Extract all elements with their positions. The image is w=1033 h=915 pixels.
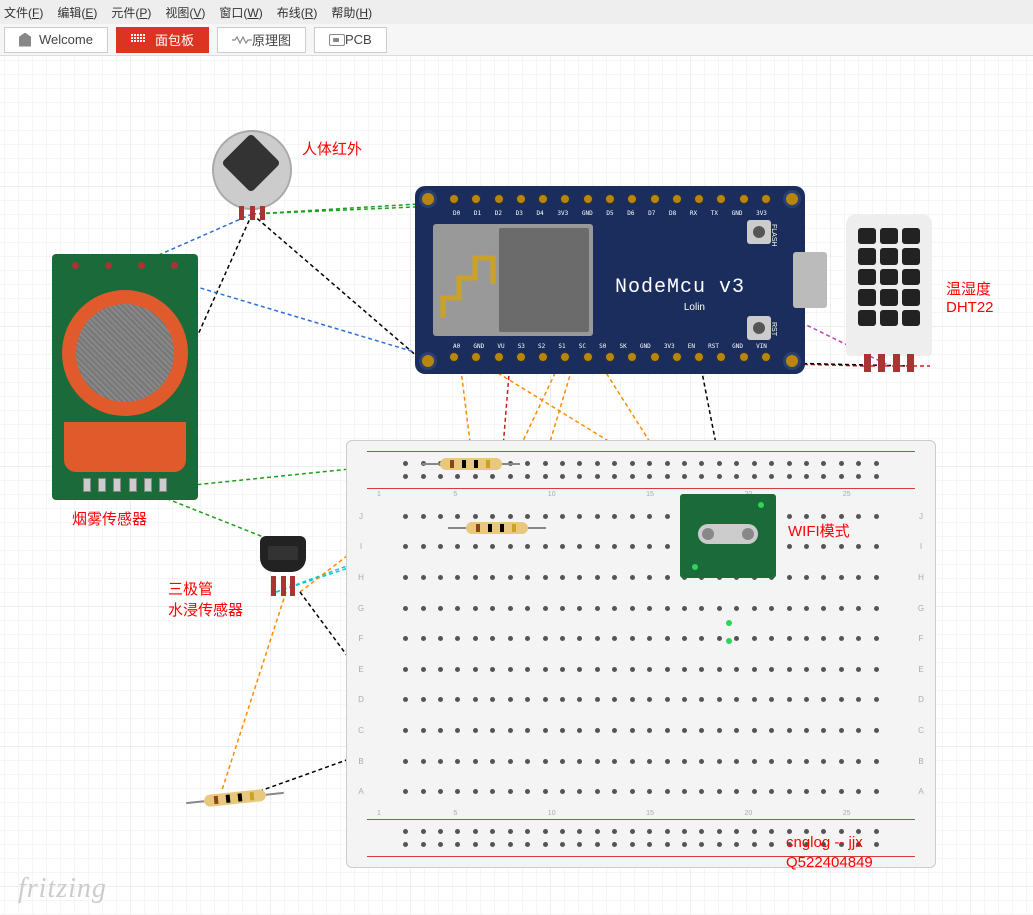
tab-pcb[interactable]: PCB (314, 27, 387, 53)
breadboard-icon (131, 34, 147, 46)
mq-smoke-sensor[interactable] (52, 254, 198, 500)
tab-welcome[interactable]: Welcome (4, 27, 108, 53)
menu-item[interactable]: 视图(V) (165, 4, 205, 21)
resistor[interactable] (436, 456, 506, 472)
resistor[interactable] (462, 520, 532, 536)
menubar: 文件(F) 编辑(E) 元件(P) 视图(V) 窗口(W) 布线(R) 帮助(H) (0, 0, 1033, 24)
resistor[interactable] (199, 786, 270, 809)
breadboard-canvas[interactable]: D0D1D2D3D43V3GNDD5D6D7D8RXTXGND3V3 A0GND… (0, 56, 1033, 915)
label-dht: 温湿度 DHT22 (946, 278, 994, 316)
tab-label: Welcome (39, 32, 93, 47)
menu-item[interactable]: 帮助(H) (331, 4, 372, 21)
credit-line-2: Q522404849 (786, 854, 873, 871)
pir-lens-icon (221, 133, 280, 192)
usb-port-icon (793, 252, 827, 308)
menu-item[interactable]: 文件(F) (4, 4, 43, 21)
menu-item[interactable]: 编辑(E) (57, 4, 97, 21)
flash-button[interactable] (747, 220, 771, 244)
label-wifi: WIFI模式 (788, 520, 850, 541)
credit-line-1: cnglog -- jjx (786, 834, 863, 851)
reset-button[interactable] (747, 316, 771, 340)
breadboard[interactable]: 1510152025 JIHGFEDCBA JIHGFEDCBA 1510152… (346, 440, 936, 868)
dht22-sensor[interactable] (846, 214, 932, 356)
switch-icon (698, 524, 758, 544)
transistor[interactable] (260, 536, 306, 596)
tabbar: Welcome 面包板 原理图 PCB (0, 24, 1033, 56)
tab-label: 原理图 (252, 30, 291, 49)
pcb-icon (329, 34, 345, 46)
tab-label: PCB (345, 32, 372, 47)
fritzing-logo-icon (19, 33, 31, 47)
menu-item[interactable]: 窗口(W) (219, 4, 262, 21)
tab-label: 面包板 (155, 30, 194, 49)
tab-schematic[interactable]: 原理图 (217, 27, 306, 53)
fritzing-watermark: fritzing (18, 873, 107, 905)
tab-breadboard[interactable]: 面包板 (116, 27, 209, 53)
wifi-module[interactable] (680, 494, 776, 578)
board-subtitle: Lolin (684, 302, 705, 313)
menu-item[interactable]: 元件(P) (111, 4, 151, 21)
esp8266-chip-icon (433, 224, 593, 336)
label-mq: 烟雾传感器 (72, 508, 147, 529)
schematic-icon (232, 36, 252, 44)
board-title: NodeMcu v3 (615, 276, 745, 299)
menu-item[interactable]: 布线(R) (277, 4, 318, 21)
pir-sensor[interactable] (212, 130, 292, 210)
label-pir: 人体红外 (302, 138, 362, 159)
nodemcu-board[interactable]: D0D1D2D3D43V3GNDD5D6D7D8RXTXGND3V3 A0GND… (415, 186, 805, 374)
label-transistor: 三极管 水浸传感器 (168, 578, 243, 620)
